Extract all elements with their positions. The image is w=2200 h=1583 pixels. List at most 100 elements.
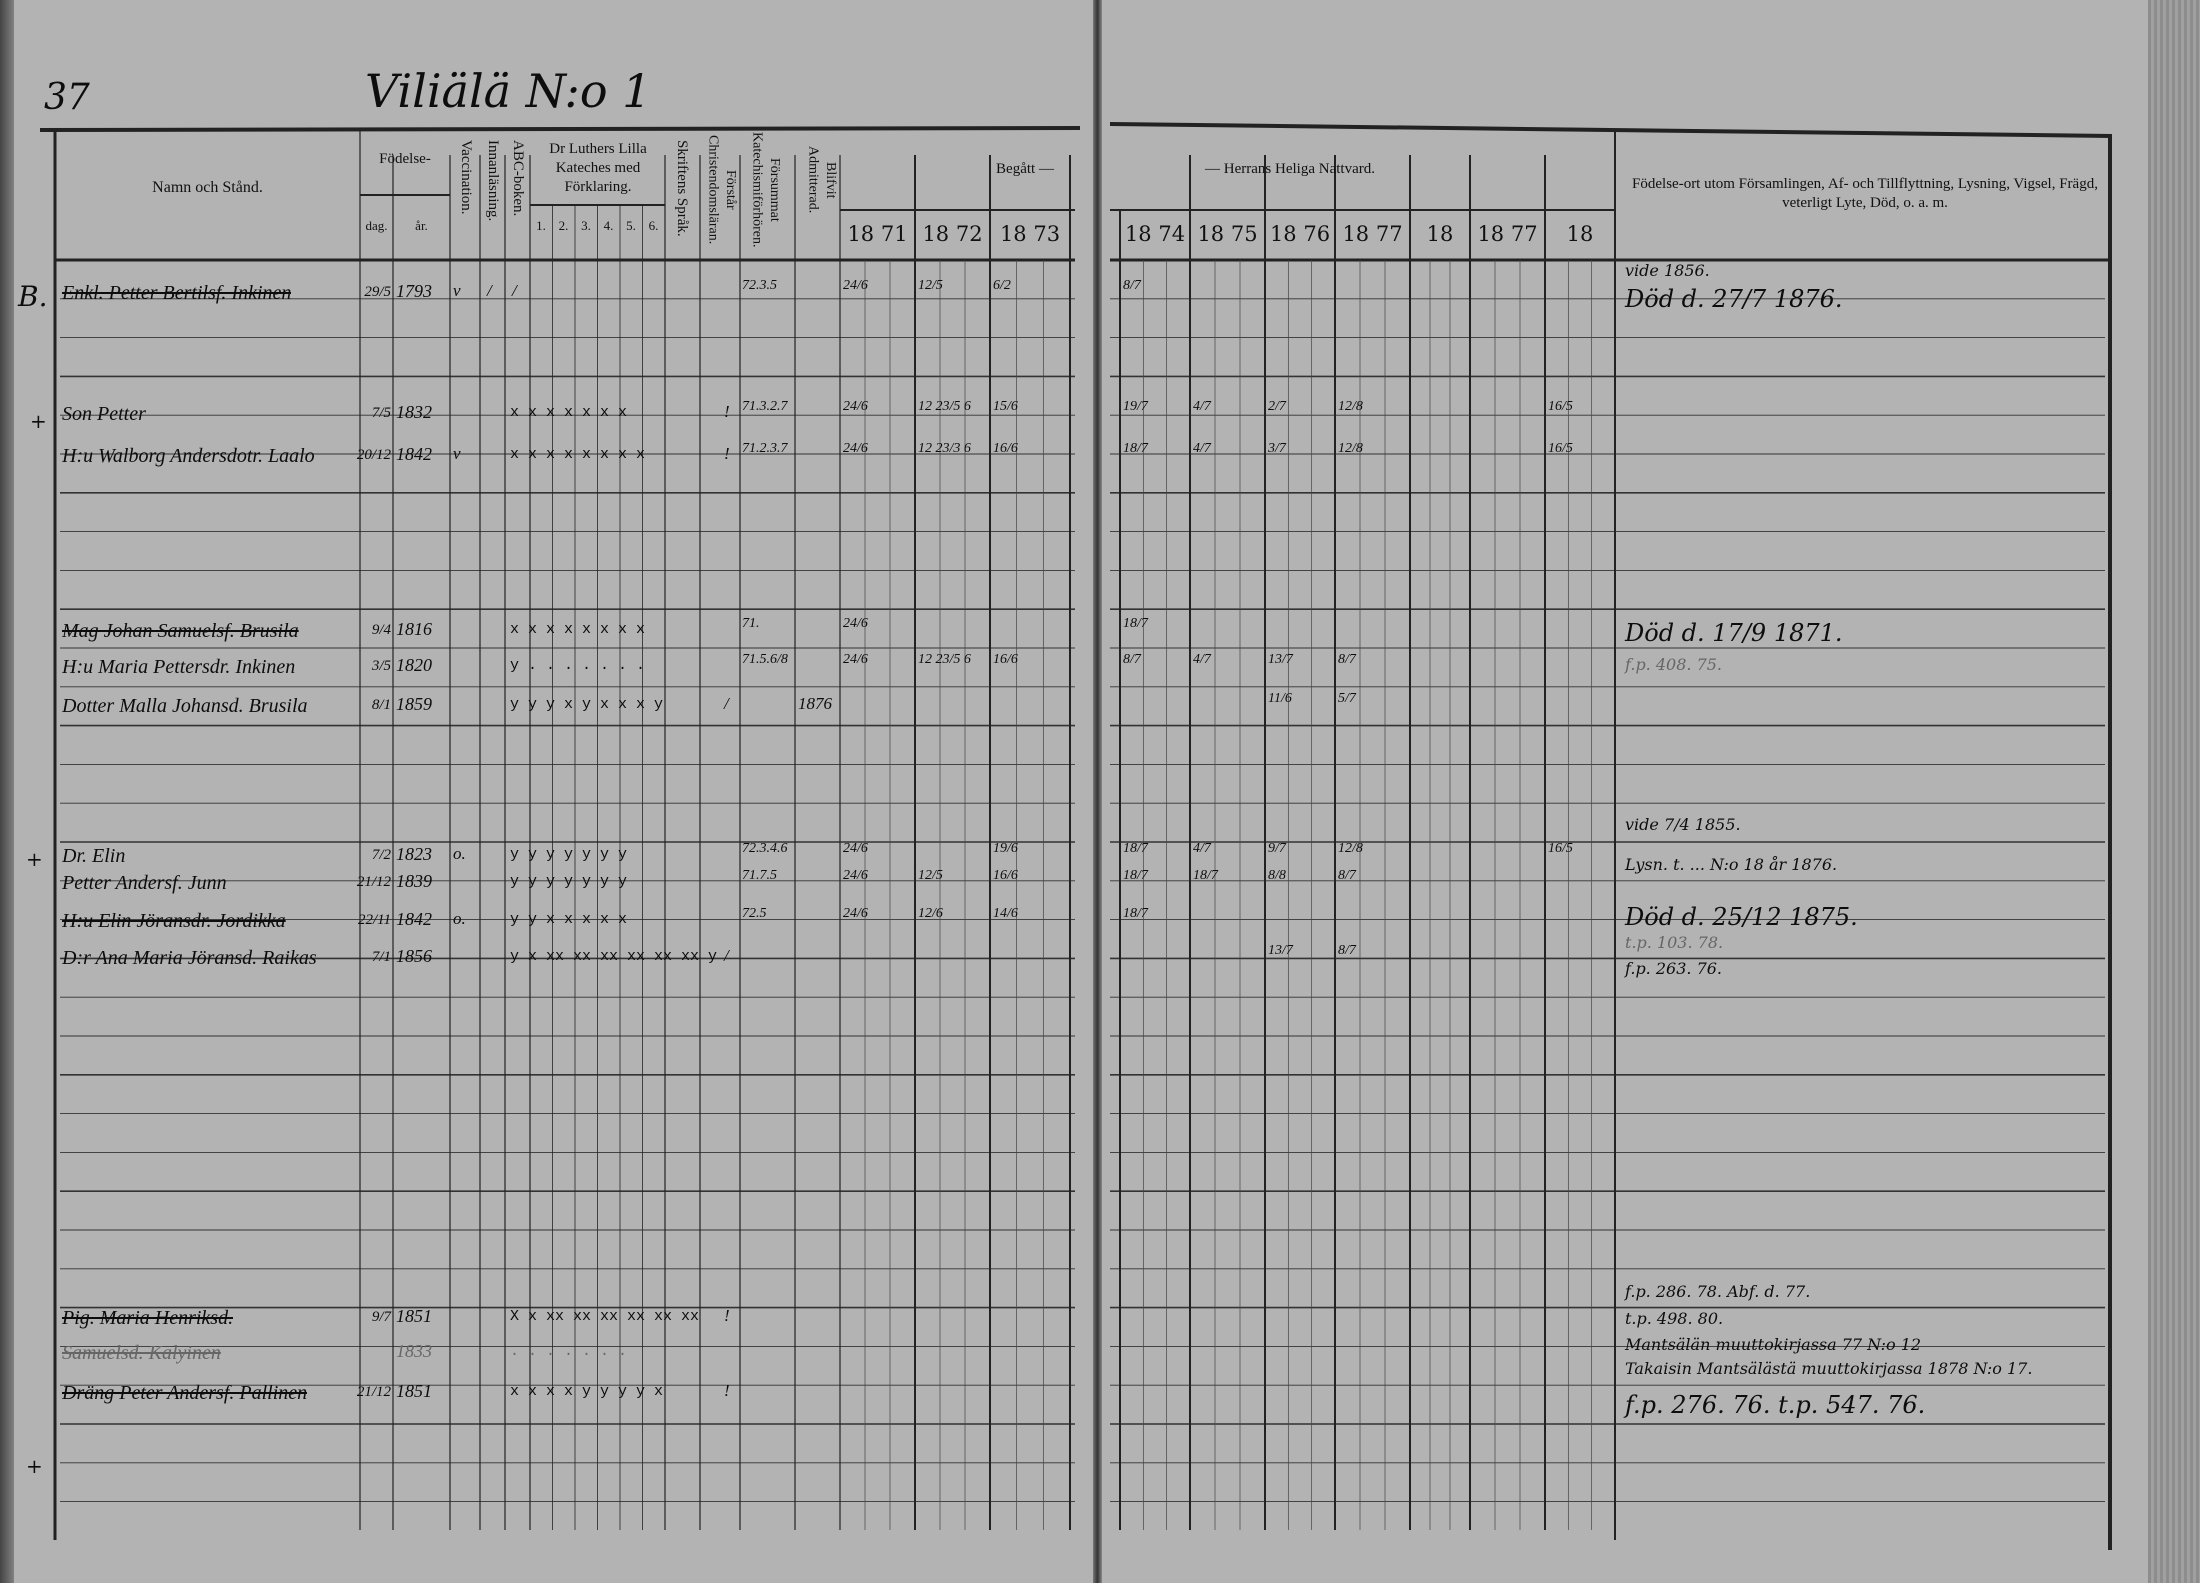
entry-cell-y1871: 24/6 (843, 278, 868, 293)
entry-cell-forstar: ! (724, 1381, 730, 1400)
entry-cell-y1873: 15/6 (993, 399, 1018, 414)
entry-cell-y1875: 4/7 (1193, 841, 1211, 856)
entry-cell-luther: y y x x x x x (510, 911, 628, 928)
book-spine (1093, 0, 1102, 1583)
header-name: Namn och Stånd. (152, 179, 263, 196)
entry-cell-y1871: 24/6 (843, 906, 868, 921)
header-year: 18 74 (1124, 222, 1186, 246)
entry-cell-vacc: v (453, 444, 461, 463)
entry-cell-ar: 1842 (396, 909, 432, 929)
margin-note: + (26, 847, 43, 871)
entry-name: D:r Ana Maria Jöransd. Raikas (62, 947, 317, 969)
entry-cell-y1874: 18/7 (1123, 906, 1148, 921)
entry-cell-ar: 1842 (396, 444, 432, 464)
header-year: 18 72 (922, 222, 983, 246)
header-luther-part: 4. (603, 218, 614, 233)
header-begatt: Begått — (996, 161, 1054, 177)
margin-note: + (26, 1454, 43, 1478)
header-luther-part: 2. (558, 218, 569, 233)
entry-name: H:u Maria Pettersdr. Inkinen (62, 656, 296, 678)
header-year: 18 (1566, 222, 1594, 246)
entry-cell-dag: 7/1 (371, 949, 391, 965)
remark-note: Mantsälän muuttokirjassa 77 N:o 12 (1625, 1335, 1922, 1354)
entry-cell-y1876: 9/7 (1268, 841, 1286, 856)
entry-cell-forstar: / (724, 946, 729, 965)
header-birth: Födelse- (379, 151, 431, 167)
entry-cell-dag: 7/5 (371, 405, 391, 421)
entry-cell-dag: 8/1 (371, 697, 391, 713)
header-year: 18 77 (1342, 222, 1403, 246)
header-inmalning: Innanläsning. (484, 140, 501, 222)
entry-cell-luther: y y y y y y y (510, 846, 628, 863)
entry-cell-forstar: ! (724, 444, 730, 463)
entry-cell-y1874: 18/7 (1123, 616, 1148, 631)
entry-cell-y1877: 8/7 (1338, 943, 1356, 958)
entry-cell-y1875: 4/7 (1193, 652, 1211, 667)
entry-name: Dräng Peter Andersf. Pallinen (62, 1382, 308, 1404)
entry-cell-y1873: 16/6 (993, 652, 1018, 667)
entry-cell-y1871: 24/6 (843, 616, 868, 631)
entry-cell-luther: x x x x x x x x (510, 446, 646, 463)
entry-cell-dag: 22/11 (357, 912, 391, 928)
entry-cell-forsummat: 71.2.3.7 (742, 441, 788, 456)
entry-cell-abc: / (512, 281, 517, 300)
header-skrift: Skriftens Språk. (673, 140, 690, 237)
remark-note: vide 7/4 1855. (1625, 815, 1741, 834)
remark-note: Lysn. t. ... N:o 18 år 1876. (1625, 855, 1838, 874)
page-title: Viliälä N:o 1 (365, 64, 652, 118)
entry-cell-y1877: 12/8 (1338, 841, 1363, 856)
header-abc: ABC-boken. (509, 140, 526, 217)
entry-cell-y1872: 12/5 (918, 868, 943, 883)
entry-cell-y1872: 12/6 (918, 906, 943, 921)
header-luther-part: 3. (581, 218, 591, 233)
entry-cell-forsummat: 71. (742, 616, 760, 631)
entry-cell-y1873: 16/6 (993, 441, 1018, 456)
remark-note: Död d. 17/9 1871. (1625, 619, 1843, 647)
entry-cell-y1874: 18/7 (1123, 841, 1148, 856)
entry-cell-forsummat: 71.7.5 (742, 868, 777, 883)
entry-name: H:u Walborg Andersdotr. Laalo (62, 445, 315, 467)
margin-note: + (30, 409, 47, 433)
entry-cell-blifvit: 1876 (798, 694, 832, 713)
entry-cell-dag: 21/12 (356, 874, 391, 890)
remark-note: Takaisin Mantsälästä muuttokirjassa 1878… (1625, 1359, 2033, 1378)
entry-cell-luther: . . . . . . . (510, 1343, 628, 1360)
header-blifvit: Blifvit Admitterad. (805, 146, 839, 214)
entry-cell-luther: X x xx xx xx xx xx xx (510, 1308, 700, 1325)
entry-cell-luther: x x x x x x x (510, 404, 628, 421)
entry-name: Petter Andersf. Junn (62, 872, 227, 894)
remark-note: f.p. 286. 78. Abf. d. 77. (1625, 1282, 1811, 1301)
entry-cell-forsummat: 71.5.6/8 (742, 652, 788, 667)
top-rule (1109, 122, 2113, 138)
entry-cell-y1874: 19/7 (1123, 399, 1148, 414)
top-rule (39, 126, 1081, 132)
entry-cell-dag: 7/2 (371, 847, 391, 863)
remark-note: Död d. 27/7 1876. (1625, 285, 1843, 313)
entry-cell-y1872: 12 23/5 6 (918, 399, 971, 414)
header-year: 18 73 (999, 222, 1061, 246)
entry-cell-y1876: 3/7 (1268, 441, 1286, 456)
entry-cell-y1876: 2/7 (1268, 399, 1286, 414)
entry-cell-forstar: / (724, 694, 729, 713)
header-year: 18 76 (1269, 222, 1331, 246)
entry-cell-y1875: 4/7 (1193, 399, 1211, 414)
header-forstar: Förstår Christendomsläran. (705, 134, 739, 245)
header-year: 18 77 (1477, 222, 1538, 246)
entry-name: Enkl. Petter Bertilsf. Inkinen (62, 282, 292, 304)
entry-name: Dr. Elin (62, 845, 126, 867)
entry-cell-ar: 1851 (396, 1306, 432, 1326)
entry-cell-ar: 1823 (396, 844, 432, 864)
entry-cell-y18b: 16/5 (1548, 441, 1573, 456)
entry-cell-ar: 1859 (396, 694, 432, 714)
entry-cell-luther: y . . . . . . . (510, 657, 646, 674)
entry-name: Mag Johan Samuelsf. Brusila (62, 620, 299, 642)
entry-cell-y1877: 12/8 (1338, 399, 1363, 414)
entry-name: Pig. Maria Henriksd. (62, 1307, 234, 1329)
entry-cell-dag: 20/12 (356, 447, 391, 463)
entry-cell-y18b: 16/5 (1548, 841, 1573, 856)
entry-cell-dag: 21/12 (356, 1384, 391, 1400)
entry-cell-dag: 9/4 (371, 622, 391, 638)
margin-note: B. (18, 280, 48, 313)
right-page (1100, 0, 2148, 1583)
entry-cell-ar: 1833 (396, 1341, 432, 1361)
